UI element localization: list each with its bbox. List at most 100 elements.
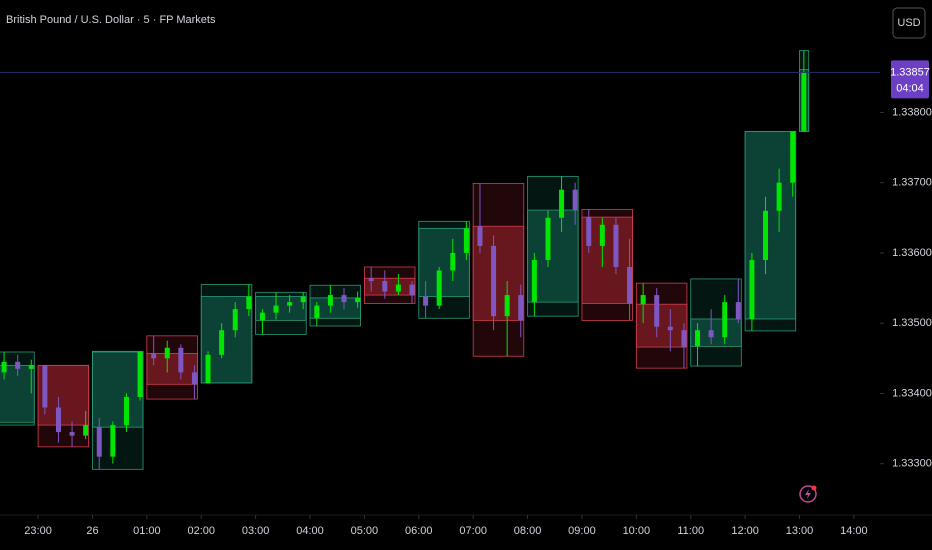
- x-tick-label: 08:00: [514, 525, 542, 537]
- candle-body: [559, 189, 565, 218]
- y-tick-label: 1.33700: [892, 177, 932, 189]
- y-tick-label: 1.33600: [892, 247, 932, 259]
- candle-body: [110, 425, 116, 457]
- candle-body: [42, 365, 48, 408]
- candle-body: [599, 224, 605, 246]
- plot-area: [0, 50, 810, 470]
- candle-body: [178, 347, 184, 373]
- range-box: [472, 182, 525, 357]
- range-body: [635, 303, 688, 348]
- candle-body: [259, 312, 265, 321]
- candle-body: [1, 361, 7, 373]
- candle-body: [477, 226, 483, 246]
- x-tick-label: 26: [86, 525, 98, 537]
- candle-body: [450, 252, 456, 271]
- candle-body: [123, 396, 129, 426]
- candle-body: [545, 217, 551, 260]
- candle-body: [55, 407, 61, 433]
- x-tick-label: 06:00: [405, 525, 433, 537]
- candle-body: [28, 365, 34, 369]
- x-tick-label: 23:00: [24, 525, 52, 537]
- candle-body: [382, 281, 388, 292]
- candle-body: [246, 296, 252, 310]
- lightning-icon[interactable]: [799, 485, 817, 503]
- candle-body: [300, 296, 306, 303]
- range-box: [364, 266, 416, 304]
- candle-body: [191, 372, 197, 385]
- candle-body: [613, 224, 619, 267]
- candle-body: [518, 295, 524, 321]
- candle-body: [722, 302, 728, 338]
- x-tick-label: 10:00: [623, 525, 651, 537]
- x-tick-label: 07:00: [459, 525, 487, 537]
- candle-body: [667, 326, 673, 331]
- currency-label: USD: [897, 17, 920, 29]
- candle-body: [531, 259, 537, 303]
- candle-body: [654, 295, 660, 327]
- candle-body: [572, 189, 578, 211]
- candle-body: [232, 309, 238, 331]
- candle-body: [491, 245, 497, 317]
- candle-body: [287, 302, 293, 306]
- range-body: [255, 296, 307, 321]
- candle-body: [137, 351, 143, 397]
- range-body: [146, 353, 198, 385]
- chart-title: British Pound / U.S. Dollar · 5 · FP Mar…: [6, 14, 216, 26]
- x-tick-label: 05:00: [351, 525, 379, 537]
- candle-body: [801, 72, 807, 132]
- candle-body: [640, 295, 646, 305]
- candle-body: [164, 347, 170, 359]
- x-tick-label: 09:00: [568, 525, 596, 537]
- candle-body: [586, 217, 592, 246]
- candle-body: [504, 295, 510, 317]
- candle-body: [695, 330, 701, 347]
- x-tick-label: 04:00: [296, 525, 324, 537]
- range-body: [418, 227, 470, 297]
- candle-body: [627, 266, 633, 304]
- candle-body: [776, 182, 782, 211]
- candle-body: [96, 427, 102, 457]
- range-body: [0, 364, 35, 423]
- range-body: [92, 351, 144, 428]
- range-body: [309, 297, 361, 319]
- candle-body: [708, 330, 714, 338]
- candle-body: [15, 361, 21, 369]
- x-tick-label: 12:00: [731, 525, 759, 537]
- x-tick-label: 14:00: [840, 525, 868, 537]
- candle-body: [790, 131, 796, 183]
- y-tick-label: 1.33500: [892, 317, 932, 329]
- x-tick-label: 03:00: [242, 525, 270, 537]
- candle-body: [205, 354, 211, 383]
- last-price-label: 1.33857: [890, 66, 930, 78]
- candle-body: [763, 210, 769, 260]
- candle-body: [314, 305, 320, 319]
- candle-body: [749, 259, 755, 319]
- candle-body: [681, 330, 687, 348]
- candle-body: [395, 284, 401, 292]
- x-tick-label: 02:00: [187, 525, 215, 537]
- candle-body: [463, 228, 469, 253]
- countdown-label: 04:04: [896, 82, 924, 94]
- candle-body: [735, 302, 741, 319]
- y-tick-label: 1.33400: [892, 387, 932, 399]
- price-tag: [891, 60, 929, 99]
- range-body: [364, 277, 416, 296]
- candle-body: [423, 296, 429, 306]
- x-tick-label: 13:00: [786, 525, 814, 537]
- currency-button[interactable]: [892, 7, 926, 39]
- candle-body: [409, 284, 415, 296]
- candle-body: [355, 297, 361, 303]
- y-tick-label: 1.33300: [892, 458, 932, 470]
- x-tick-label: 11:00: [677, 525, 704, 537]
- candle-body: [83, 425, 89, 436]
- candle-body: [151, 353, 157, 359]
- candle-body: [69, 432, 75, 436]
- candle-body: [273, 305, 279, 313]
- candle-body: [327, 295, 333, 306]
- candle-body: [368, 278, 374, 282]
- y-tick-label: 1.33800: [892, 106, 932, 118]
- candle-body: [436, 270, 442, 306]
- range-box: [690, 278, 742, 367]
